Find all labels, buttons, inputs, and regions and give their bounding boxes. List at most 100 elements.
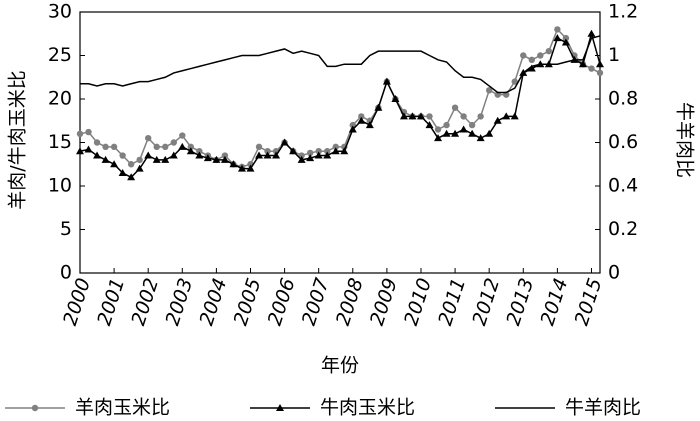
- marker: [135, 164, 144, 172]
- x-tick-label: 2009: [366, 275, 402, 328]
- marker: [553, 34, 562, 42]
- marker: [349, 121, 356, 129]
- legend-label: 牛肉玉米比: [320, 397, 415, 419]
- marker: [84, 145, 93, 153]
- marker: [153, 143, 160, 151]
- legend-label: 牛羊肉比: [565, 397, 641, 419]
- marker: [272, 151, 281, 159]
- x-tick-label: 2011: [434, 275, 470, 328]
- x-tick-label: 2012: [468, 275, 504, 328]
- marker: [588, 65, 595, 72]
- marker: [485, 129, 494, 137]
- marker: [323, 151, 332, 159]
- marker: [358, 113, 365, 120]
- marker: [229, 160, 238, 168]
- y2-tick-label: 1.2: [608, 1, 638, 23]
- legend-marker: [31, 404, 39, 412]
- marker: [127, 173, 136, 181]
- marker: [170, 139, 177, 146]
- marker: [161, 155, 170, 163]
- marker: [263, 151, 272, 159]
- plot-frame: [79, 11, 601, 274]
- marker: [110, 160, 119, 168]
- marker: [528, 56, 536, 64]
- marker: [195, 151, 204, 159]
- marker: [332, 143, 339, 151]
- y2-tick-label: 0.6: [608, 131, 638, 153]
- marker: [246, 164, 255, 172]
- x-tick-label: 2003: [161, 275, 197, 328]
- marker: [408, 112, 417, 120]
- y2-tick-label: 0.4: [608, 175, 638, 197]
- marker: [545, 47, 553, 55]
- marker: [416, 112, 425, 120]
- x-tick-label: 2015: [571, 275, 607, 328]
- marker: [434, 126, 442, 133]
- x-axis-title: 年份: [321, 355, 359, 377]
- y2-tick-label: 0: [608, 262, 620, 284]
- marker: [144, 134, 152, 142]
- marker: [502, 112, 511, 120]
- marker: [101, 155, 110, 163]
- marker: [264, 148, 271, 155]
- y-tick-label: 10: [48, 175, 72, 197]
- marker: [365, 121, 374, 129]
- marker: [382, 77, 391, 85]
- marker: [596, 60, 604, 68]
- marker: [348, 125, 357, 133]
- marker: [537, 52, 544, 59]
- marker: [554, 26, 561, 33]
- marker: [102, 143, 109, 151]
- marker: [179, 132, 186, 139]
- marker: [280, 138, 289, 146]
- marker: [477, 113, 484, 120]
- marker: [324, 148, 331, 155]
- marker: [289, 147, 298, 155]
- x-tick-label: 2004: [196, 275, 232, 328]
- marker: [434, 134, 443, 142]
- marker: [220, 155, 229, 163]
- marker: [297, 155, 306, 163]
- marker: [391, 95, 400, 102]
- marker: [306, 154, 315, 162]
- y-tick-label: 0: [60, 262, 72, 284]
- y2-tick-label: 1: [608, 44, 620, 66]
- y-tick-label: 25: [48, 44, 72, 66]
- marker: [162, 143, 169, 151]
- y-tick-label: 20: [48, 88, 72, 110]
- marker: [468, 121, 476, 129]
- x-tick-label: 2010: [400, 275, 436, 328]
- marker: [169, 151, 178, 159]
- marker: [442, 129, 451, 137]
- y-tick-label: 30: [48, 1, 72, 23]
- x-tick-label: 2005: [230, 275, 266, 328]
- x-tick-label: 2006: [264, 275, 300, 328]
- marker: [578, 60, 587, 68]
- marker: [76, 147, 84, 155]
- marker: [510, 112, 519, 120]
- y2-tick-label: 0.8: [608, 88, 638, 110]
- marker: [203, 154, 212, 162]
- marker: [561, 38, 570, 46]
- marker: [357, 116, 366, 124]
- x-tick-label: 2001: [93, 275, 129, 328]
- marker: [520, 52, 527, 59]
- marker: [178, 142, 187, 150]
- marker: [527, 64, 536, 72]
- marker: [485, 87, 493, 94]
- legend-marker: [276, 404, 284, 411]
- marker: [76, 130, 84, 137]
- marker: [476, 134, 485, 142]
- marker: [306, 149, 314, 157]
- marker: [118, 168, 127, 176]
- marker: [587, 29, 596, 37]
- x-tick-label: 2008: [332, 275, 368, 328]
- marker: [119, 152, 126, 159]
- marker: [596, 69, 604, 77]
- marker: [425, 121, 434, 129]
- marker: [186, 147, 195, 155]
- x-tick-label: 2014: [536, 275, 572, 328]
- marker: [468, 129, 477, 137]
- marker: [93, 151, 102, 159]
